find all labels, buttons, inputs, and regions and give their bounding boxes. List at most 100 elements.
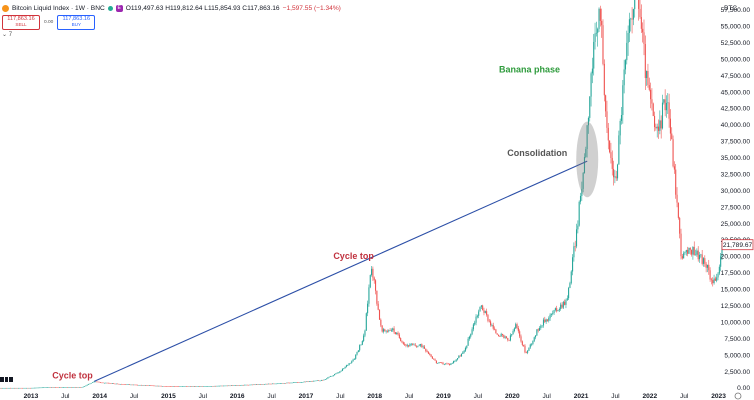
candle [677,202,679,220]
candle [320,379,322,381]
candle [0,387,2,389]
candle [528,347,530,351]
candle [616,163,619,181]
candle [222,385,225,387]
price-axis[interactable]: 57,500.00 55,000.00 52,500.00 50,000.00 47,5… [721,7,751,392]
candle [180,386,182,387]
price-change: −1,597.55 (−1.34%) [282,4,341,12]
candle [673,161,675,174]
candle [3,387,5,389]
candle [443,363,445,366]
candle [504,335,506,340]
candle [591,57,593,84]
candle [15,387,17,389]
annotation-label: Banana phase [499,64,560,74]
x-tick-label: 2017 [299,393,314,400]
x-tick-label: 2020 [505,393,520,400]
settings-icon[interactable] [734,392,742,400]
candle [8,387,10,389]
y-tick-label: 57,500.00 [721,7,751,14]
candle [135,384,137,386]
indicators-toggle[interactable]: ⌄ 7 [2,31,12,38]
candle [388,329,390,333]
candle [69,387,71,388]
candle [601,8,603,38]
candle [185,386,188,387]
candle [62,387,65,388]
candle [681,254,683,260]
candle [651,88,653,111]
candle [89,383,91,385]
buy-price: 117,863.16 [62,16,91,22]
candle [537,328,539,333]
symbol-title[interactable]: Bitcoin Liquid Index · 1W · BNC [12,4,105,12]
candle [357,350,359,353]
candle [53,387,55,388]
candle [385,330,387,334]
candle [661,94,664,130]
candle [449,363,451,366]
candle [117,383,119,385]
sell-price: 117,863.16 [7,16,35,22]
candle [155,385,157,387]
candle [631,7,633,34]
candle [714,276,716,281]
candle [20,387,22,389]
candle [32,387,34,389]
candle [568,286,570,300]
candle [138,384,140,386]
candle [569,281,571,289]
candle [154,385,156,387]
candle [594,22,596,50]
candle [13,387,16,389]
candle [544,316,546,324]
candle [283,382,285,384]
y-tick-label: 5,000.00 [724,352,750,359]
candle [716,273,718,283]
candle [605,94,607,117]
candle [599,5,601,27]
time-axis[interactable]: 2013 Jul 2014 Jul 2015 Jul 2016 Jul 2017 Jul 2018 J… [24,393,727,400]
candle [4,387,6,389]
candle [142,384,144,386]
candle [685,249,687,256]
candle [54,387,57,388]
candle [29,387,31,389]
candle [423,345,426,349]
consolidation-zone[interactable] [576,121,599,198]
candle [106,382,108,384]
trend-line[interactable] [93,160,588,382]
candle [486,308,488,317]
candle [622,79,624,124]
candle [111,383,113,384]
candle [671,127,673,140]
candle [195,386,197,387]
symbol-legend[interactable]: Bitcoin Liquid Index · 1W · BNC E O119,4… [2,2,341,14]
candle [654,111,656,132]
candle [140,384,143,386]
candle [316,380,318,382]
candle [492,322,494,331]
candle [439,362,441,363]
candle [586,125,588,158]
candle [278,383,280,385]
candle [532,340,534,346]
candle [405,343,407,348]
candle [517,325,519,334]
candle [125,384,127,385]
candle [236,385,238,386]
candle [16,387,18,389]
candle [397,331,399,336]
buy-button[interactable]: 117,863.16 BUY [57,15,96,30]
candle [148,385,150,386]
candle [6,387,8,389]
candle [701,249,703,266]
candle [327,377,329,379]
sell-button[interactable]: 117,863.16 SELL [2,15,40,30]
candle [480,304,482,310]
annotation-label: Consolidation [507,148,567,158]
candle [597,27,599,47]
candle [57,387,59,388]
candle [583,153,586,174]
